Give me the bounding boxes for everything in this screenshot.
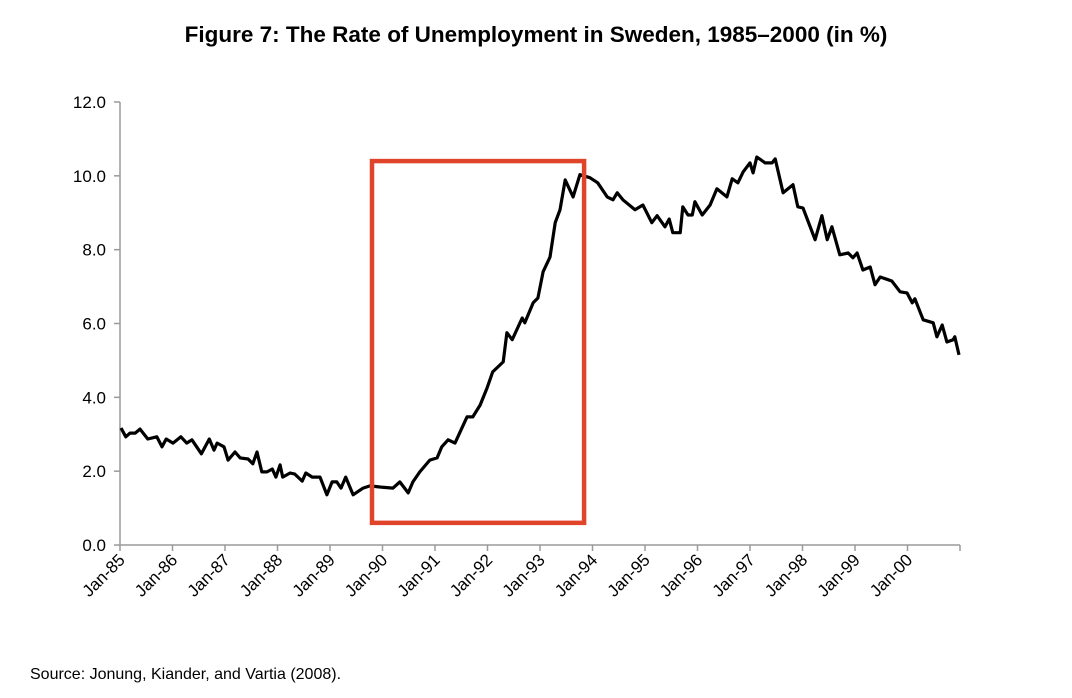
x-tick-label: Jan-96	[656, 550, 706, 600]
x-tick-label: Jan-90	[341, 550, 391, 600]
y-tick-label: 10.0	[73, 167, 106, 186]
x-tick-label: Jan-91	[394, 550, 444, 600]
x-tick-label: Jan-85	[79, 550, 129, 600]
x-tick-label: Jan-93	[499, 550, 549, 600]
highlight-box	[369, 158, 587, 526]
y-tick-label: 2.0	[82, 462, 106, 481]
y-tick-label: 8.0	[82, 241, 106, 260]
chart-title: Figure 7: The Rate of Unemployment in Sw…	[184, 22, 888, 47]
y-tick-label: 6.0	[82, 315, 106, 334]
x-tick-label: Jan-99	[814, 550, 864, 600]
x-tick-label: Jan-00	[866, 550, 916, 600]
x-tick-label: Jan-88	[236, 550, 286, 600]
source-note: Source: Jonung, Kiander, and Vartia (200…	[30, 666, 342, 683]
series-line-unemployment	[119, 155, 961, 497]
x-tick-label: Jan-97	[709, 550, 759, 600]
x-tick-label: Jan-86	[131, 550, 181, 600]
x-tick-label: Jan-95	[604, 550, 654, 600]
x-tick-label: Jan-98	[761, 550, 811, 600]
y-tick-label: 12.0	[73, 93, 106, 112]
y-tick-label: 4.0	[82, 388, 106, 407]
x-tick-label: Jan-87	[184, 550, 234, 600]
x-tick-label: Jan-89	[289, 550, 339, 600]
y-tick-label: 0.0	[82, 536, 106, 555]
x-tick-label: Jan-92	[446, 550, 496, 600]
x-tick-label: Jan-94	[551, 550, 601, 600]
